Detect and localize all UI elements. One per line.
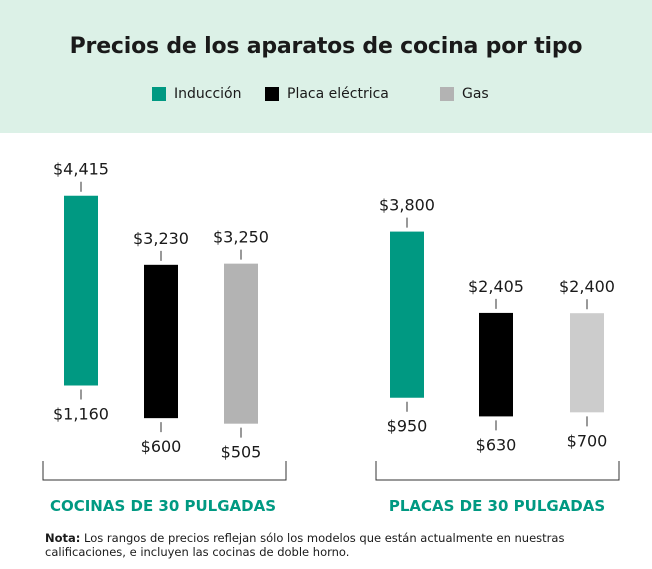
group-2-induccion-max-label: $3,800 (379, 196, 435, 215)
legend-item-gas: Gas (440, 86, 489, 102)
footnote: Nota: Los rangos de precios reflejan sól… (45, 531, 625, 559)
group-2-gas-bar (570, 313, 604, 413)
group-1-placa-electrica-max-label: $3,230 (133, 229, 189, 248)
group-1-induccion-min-label: $1,160 (53, 405, 109, 424)
group-2-induccion-bar (390, 231, 424, 398)
group-1-bracket (42, 461, 287, 481)
footnote-label: Nota: (45, 531, 81, 545)
group-1-placa-electrica-min-label: $600 (141, 437, 182, 456)
legend-label-placa-electrica: Placa eléctrica (287, 86, 389, 102)
group-2-placa-electrica-bar (479, 312, 513, 417)
group-1-induccion-max-label: $4,415 (53, 160, 109, 179)
group-1-induccion-bar (64, 195, 98, 386)
group-1-gas-max-label: $3,250 (213, 228, 269, 247)
legend-label-gas: Gas (462, 86, 489, 102)
group-2-induccion-min-label: $950 (387, 417, 428, 436)
group-2-placa-electrica-min-label: $630 (476, 435, 517, 454)
legend-item-induccion: Inducción (152, 86, 241, 102)
group-1-placa-electrica-bar (144, 264, 178, 419)
group-1-label: COCINAS DE 30 PULGADAS (50, 497, 276, 515)
chart-title: Precios de los aparatos de cocina por ti… (69, 34, 583, 59)
group-2-placa-electrica-max-label: $2,405 (468, 277, 524, 296)
chart-header: Precios de los aparatos de cocina por ti… (0, 0, 652, 133)
legend-swatch-induccion (152, 87, 166, 101)
group-2-gas-min-label: $700 (567, 431, 608, 450)
legend-item-placa-electrica: Placa eléctrica (265, 86, 389, 102)
footnote-text: Los rangos de precios reflejan sólo los … (45, 531, 565, 559)
legend-swatch-placa-electrica (265, 87, 279, 101)
group-1-gas-bar (224, 263, 258, 424)
legend-swatch-gas (440, 87, 454, 101)
price-range-chart: $4,415 $1,160 $3,230 $600 $3,250 $505 COCINAS … (42, 160, 620, 515)
group-2-label: PLACAS DE 30 PULGADAS (389, 497, 605, 515)
group-2-gas-max-label: $2,400 (559, 277, 615, 296)
group-1-gas-min-label: $505 (221, 443, 262, 462)
group-2-bracket (375, 461, 620, 481)
legend-label-induccion: Inducción (174, 86, 242, 102)
